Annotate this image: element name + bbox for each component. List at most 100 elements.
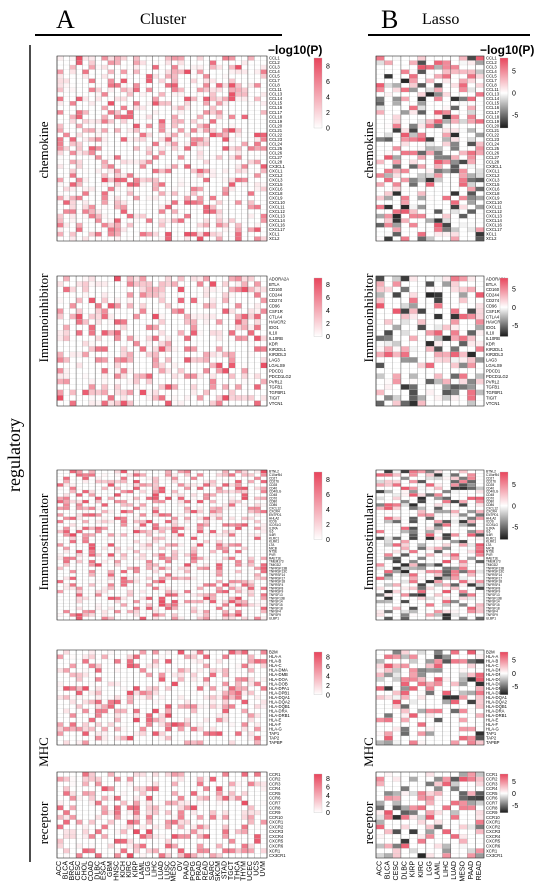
heatmap-cell <box>203 319 210 325</box>
heatmap-cell <box>145 389 153 396</box>
heatmap-cell <box>82 177 89 183</box>
heatmap-cell <box>235 55 242 61</box>
heatmap-cell <box>69 589 77 594</box>
heatmap-cell <box>95 609 102 614</box>
heatmap-cell <box>190 313 198 320</box>
heatmap-cell <box>126 499 134 504</box>
gene-label: LGALS9 <box>269 363 286 368</box>
heatmap-cell <box>120 177 128 183</box>
heatmap-cell <box>88 389 96 396</box>
heatmap-cell <box>88 357 96 363</box>
heatmap-cell <box>139 576 147 581</box>
heatmap-cell <box>184 87 191 93</box>
heatmap-cell <box>75 699 83 705</box>
heatmap-cell <box>171 704 179 709</box>
heatmap-cell <box>165 566 172 571</box>
heatmap-cell <box>247 191 255 197</box>
heatmap-cell <box>215 132 223 138</box>
heatmap-cell <box>126 87 134 93</box>
heatmap-cell <box>190 573 198 577</box>
heatmap-cell <box>158 786 166 792</box>
heatmap-cell <box>171 672 179 678</box>
heatmap-cell <box>254 489 261 494</box>
heatmap-cell <box>101 563 109 567</box>
heatmap-cell <box>158 596 166 601</box>
heatmap-cell <box>133 123 140 129</box>
heatmap-cell <box>222 164 229 169</box>
heatmap-cell <box>190 536 198 541</box>
heatmap-cell <box>120 119 128 124</box>
heatmap-cell <box>133 346 140 352</box>
heatmap-cell <box>260 781 268 787</box>
heatmap-cell <box>114 713 121 719</box>
heatmap-cell <box>101 663 109 669</box>
heatmap-cell <box>215 533 223 537</box>
heatmap-cell <box>82 690 89 696</box>
heatmap-cell <box>215 308 223 315</box>
heatmap-cell <box>56 791 64 797</box>
heatmap-cell <box>228 82 236 88</box>
heatmap-cell <box>82 357 89 363</box>
heatmap-cell <box>254 119 261 124</box>
heatmap-cell <box>95 82 102 88</box>
heatmap-cell <box>56 110 64 115</box>
heatmap-cell <box>82 473 89 477</box>
heatmap-cell <box>107 114 115 120</box>
heatmap-cell <box>139 367 147 374</box>
heatmap-cell <box>203 805 210 811</box>
heatmap-cell <box>114 704 121 709</box>
gene-label: XCL1 <box>269 232 280 237</box>
heatmap-cell <box>88 506 96 511</box>
heatmap-cell <box>126 795 134 801</box>
heatmap-cell <box>228 159 236 165</box>
heatmap-cell <box>209 357 217 363</box>
heatmap-cell <box>120 704 128 709</box>
heatmap-cell <box>158 231 166 237</box>
heatmap-cell <box>165 87 172 93</box>
heatmap-cell <box>95 606 102 611</box>
heatmap-cell <box>158 204 166 210</box>
heatmap-cell <box>196 340 204 347</box>
heatmap-cell <box>177 209 185 215</box>
heatmap-cell <box>184 141 191 147</box>
heatmap-cell <box>145 576 153 581</box>
heatmap-cell <box>171 771 179 777</box>
heatmap-cell <box>158 573 166 577</box>
heatmap-cell <box>133 335 140 342</box>
heatmap-cell <box>114 735 121 741</box>
heatmap-cell <box>88 771 96 777</box>
heatmap-cell <box>75 713 83 719</box>
heatmap-cell <box>215 340 223 347</box>
heatmap-cell <box>158 78 166 84</box>
heatmap-cell <box>69 649 77 655</box>
heatmap-cell <box>145 781 153 787</box>
heatmap-cell <box>260 613 268 617</box>
heatmap-cell <box>69 672 77 678</box>
heatmap-cell <box>82 731 89 737</box>
heatmap-cell <box>222 292 229 298</box>
heatmap-cell <box>222 204 229 210</box>
heatmap-cell <box>107 164 115 169</box>
heatmap-cell <box>165 616 172 621</box>
heatmap-cell <box>177 549 185 554</box>
heatmap-cell <box>139 613 147 617</box>
heatmap-cell <box>215 479 223 484</box>
heatmap-cell <box>215 579 223 584</box>
heatmap-cell <box>260 722 268 728</box>
heatmap-cell <box>101 556 109 561</box>
heatmap-cell <box>203 222 210 228</box>
heatmap-cell <box>69 559 77 564</box>
heatmap-cell <box>209 735 217 741</box>
heatmap-cell <box>196 795 204 801</box>
heatmap-cell <box>158 791 166 797</box>
heatmap-cell <box>63 569 70 574</box>
heatmap-cell <box>63 603 70 607</box>
heatmap-cell <box>88 805 96 811</box>
heatmap-cell <box>69 91 77 97</box>
heatmap-cell <box>254 469 261 474</box>
heatmap-cell <box>203 699 210 705</box>
heatmap-cell <box>120 549 128 554</box>
heatmap-cell <box>165 182 172 187</box>
heatmap-cell <box>190 119 198 124</box>
heatmap-cell <box>63 123 70 129</box>
